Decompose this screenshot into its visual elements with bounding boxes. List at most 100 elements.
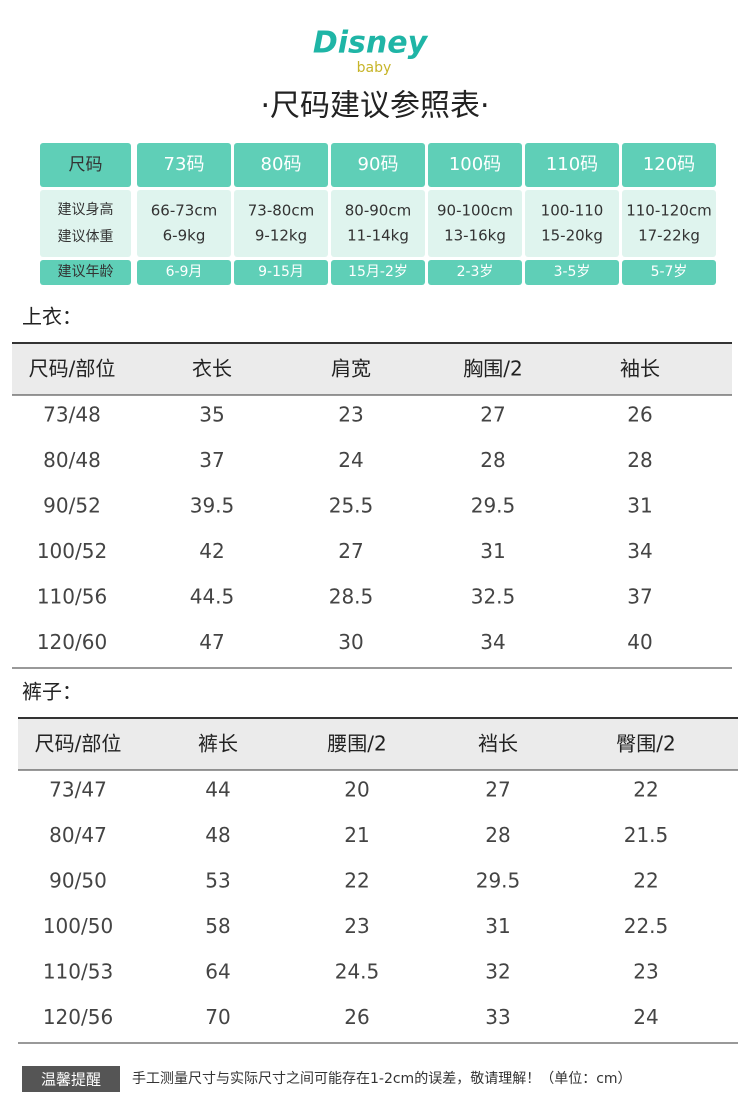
column-header: 尺码/部位 <box>35 732 122 756</box>
table-cell: 73/48 <box>43 403 101 427</box>
table-cell: 110/56 <box>37 585 107 609</box>
guide-cell <box>40 190 131 257</box>
table-cell: 26 <box>627 403 652 427</box>
table-cell: 27 <box>485 778 510 802</box>
guide-cell <box>428 190 522 257</box>
guide-age: 2-3岁 <box>457 264 494 280</box>
table-cell: 40 <box>627 630 652 654</box>
table-cell: 44 <box>205 778 230 802</box>
guide-height: 80-90cm <box>345 202 411 220</box>
table-cell: 53 <box>205 869 230 893</box>
logo-sub: baby <box>357 60 392 76</box>
table-cell: 90/52 <box>43 494 101 518</box>
table-cell: 42 <box>199 539 224 563</box>
table-cell: 27 <box>338 539 363 563</box>
table-cell: 31 <box>485 914 510 938</box>
guide-age-label: 建议年龄 <box>58 264 114 280</box>
guide-cell <box>331 143 425 187</box>
guide-age: 5-7岁 <box>651 264 688 280</box>
guide-size: 120码 <box>643 154 695 175</box>
table-cell: 23 <box>633 960 658 984</box>
section-heading: 上衣： <box>22 305 82 329</box>
column-header: 胸围/2 <box>463 357 522 381</box>
table-cell: 37 <box>199 448 224 472</box>
table-cell: 28 <box>485 823 510 847</box>
guide-weight: 15-20kg <box>541 227 603 245</box>
footer-tag: 温馨提醒 <box>41 1071 101 1089</box>
table-cell: 100/52 <box>37 539 107 563</box>
table-header-bg <box>12 343 732 395</box>
table-cell: 29.5 <box>476 869 521 893</box>
guide-age: 15月-2岁 <box>348 264 408 280</box>
guide-size: 90码 <box>358 154 399 175</box>
table-cell: 30 <box>338 630 363 654</box>
guide-weight: 6-9kg <box>163 227 206 245</box>
guide-age: 9-15月 <box>258 264 304 280</box>
table-cell: 28.5 <box>329 585 374 609</box>
guide-size: 110码 <box>546 154 598 175</box>
table-cell: 20 <box>344 778 369 802</box>
guide-height: 110-120cm <box>626 202 712 220</box>
guide-cell <box>525 143 619 187</box>
table-cell: 64 <box>205 960 230 984</box>
table-cell: 22 <box>633 778 658 802</box>
table-cell: 28 <box>480 448 505 472</box>
footer-note: 手工测量尺寸与实际尺寸之间可能存在1-2cm的误差，敬请理解！（单位：cm） <box>132 1071 632 1087</box>
table-cell: 23 <box>338 403 363 427</box>
table-cell: 26 <box>344 1005 369 1029</box>
table-cell: 110/53 <box>43 960 113 984</box>
column-header: 裆长 <box>478 732 518 756</box>
table-cell: 48 <box>205 823 230 847</box>
table-cell: 100/50 <box>43 914 113 938</box>
guide-header-label: 尺码 <box>69 155 103 175</box>
column-header: 肩宽 <box>331 357 371 381</box>
guide-cell <box>40 260 131 285</box>
table-cell: 34 <box>627 539 652 563</box>
guide-cell <box>525 260 619 285</box>
column-header: 衣长 <box>192 357 232 381</box>
guide-cell <box>622 260 716 285</box>
column-header: 腰围/2 <box>327 732 386 756</box>
table-cell: 58 <box>205 914 230 938</box>
guide-cell <box>525 190 619 257</box>
guide-height: 100-110 <box>541 202 604 220</box>
table-cell: 22.5 <box>624 914 669 938</box>
guide-cell <box>331 190 425 257</box>
table-cell: 27 <box>480 403 505 427</box>
guide-size: 80码 <box>261 154 302 175</box>
table-cell: 80/48 <box>43 448 101 472</box>
guide-weight-label: 建议体重 <box>58 229 114 245</box>
guide-cell <box>137 143 231 187</box>
table-cell: 120/60 <box>37 630 107 654</box>
logo-brand: Disney <box>313 26 429 61</box>
guide-cell <box>331 260 425 285</box>
table-cell: 80/47 <box>49 823 107 847</box>
table-cell: 33 <box>485 1005 510 1029</box>
guide-size: 100码 <box>449 154 501 175</box>
table-cell: 70 <box>205 1005 230 1029</box>
table-cell: 44.5 <box>190 585 235 609</box>
table-cell: 22 <box>344 869 369 893</box>
table-cell: 35 <box>199 403 224 427</box>
guide-age: 6-9月 <box>166 264 203 280</box>
guide-height: 66-73cm <box>151 202 217 220</box>
table-cell: 73/47 <box>49 778 107 802</box>
column-header: 尺码/部位 <box>29 357 116 381</box>
table-cell: 90/50 <box>49 869 107 893</box>
table-cell: 23 <box>344 914 369 938</box>
title: ·尺码建议参照表· <box>260 89 489 124</box>
guide-cell <box>234 260 328 285</box>
guide-weight: 11-14kg <box>347 227 409 245</box>
table-cell: 24 <box>633 1005 658 1029</box>
table-cell: 120/56 <box>43 1005 113 1029</box>
column-header: 袖长 <box>620 357 660 381</box>
table-cell: 39.5 <box>190 494 235 518</box>
table-cell: 24.5 <box>335 960 380 984</box>
table-cell: 29.5 <box>471 494 516 518</box>
table-header-bg <box>18 718 738 770</box>
guide-height: 90-100cm <box>437 202 513 220</box>
table-cell: 21 <box>344 823 369 847</box>
table-cell: 24 <box>338 448 363 472</box>
